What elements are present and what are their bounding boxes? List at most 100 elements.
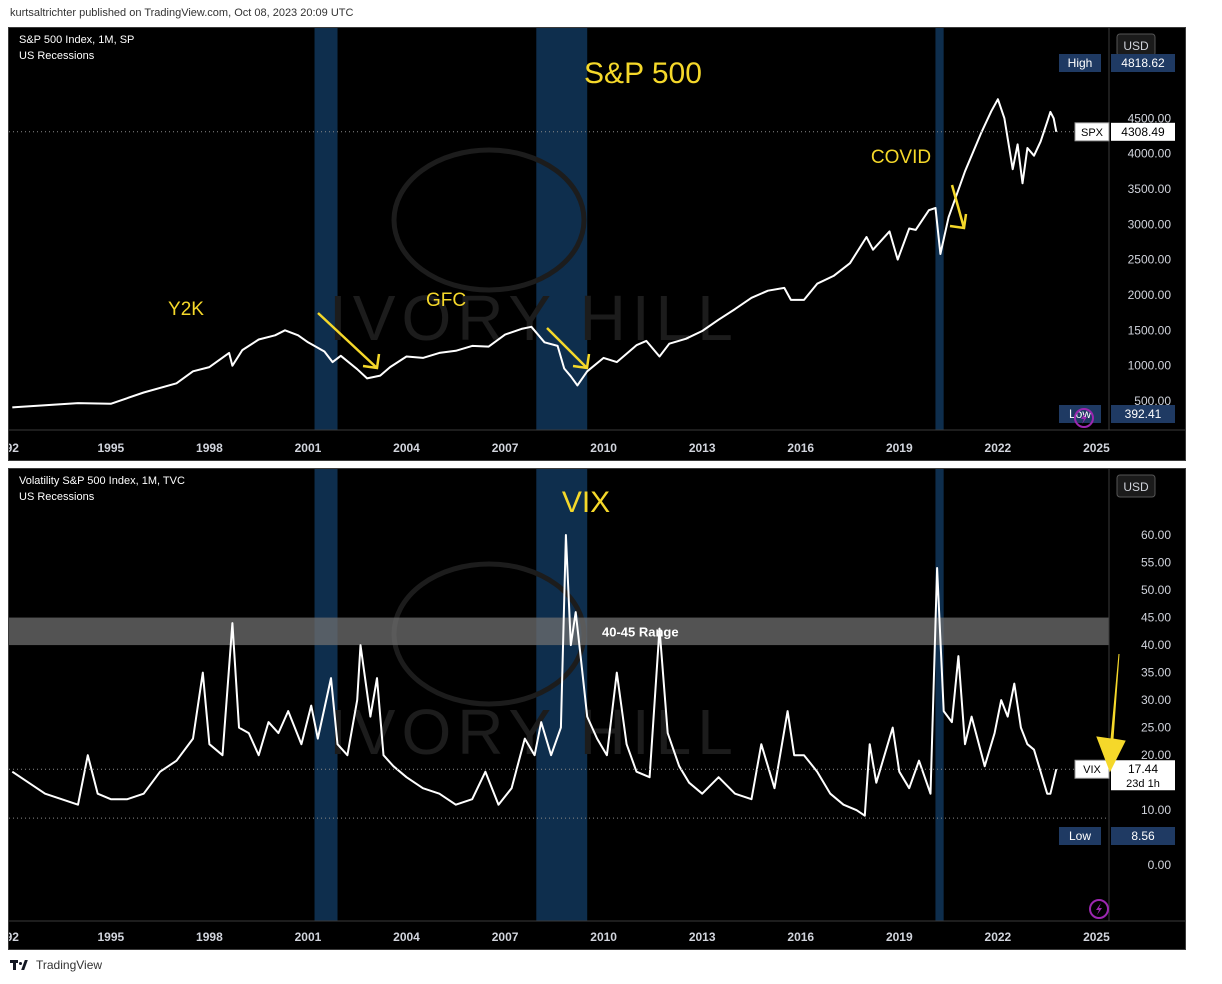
legend-recessions: US Recessions <box>19 50 95 62</box>
spx-chart: IVORY HILL 500.00 1000.00 1500.00 2000.00 250… <box>9 28 1185 455</box>
range-band <box>9 617 1109 646</box>
y-tick-label: 35.00 <box>1141 666 1171 680</box>
symbol-tag-label: SPX <box>1081 127 1104 139</box>
elephant-watermark-icon <box>391 147 587 293</box>
range-band-label: 40-45 Range <box>602 624 679 639</box>
currency-label: USD <box>1123 39 1149 53</box>
y-tick-label: 3000.00 <box>1128 217 1172 231</box>
x-tick-label: 2016 <box>787 441 814 455</box>
symbol-tag-label: VIX <box>1083 764 1101 776</box>
y-tick-label: 10.00 <box>1141 803 1171 817</box>
y-tick-label: 1500.00 <box>1128 323 1172 337</box>
x-tick-label: 1995 <box>97 441 124 455</box>
legend-symbol: S&P 500 Index, 1M, SP <box>19 34 134 46</box>
annotation-arrowhead <box>572 353 591 370</box>
currency-button <box>1116 474 1156 498</box>
x-tick-label: 92 <box>9 930 19 944</box>
annotation-big-arrow <box>1096 653 1126 773</box>
y-tick-label: 45.00 <box>1141 611 1171 625</box>
x-tick-label: 2016 <box>787 930 814 944</box>
y-tick-label: 40.00 <box>1141 638 1171 652</box>
last-price-tag <box>1111 122 1175 141</box>
footer-brand: TradingView <box>36 958 103 972</box>
last-price-tag <box>1111 760 1175 791</box>
chart-title: S&P 500 <box>584 57 702 90</box>
y-tick-label: 25.00 <box>1141 721 1171 735</box>
watermark-text: IVORY HILL <box>329 282 739 354</box>
symbol-tag <box>1074 122 1110 142</box>
annotation-label: GFC <box>426 290 466 311</box>
x-tick-label: 2025 <box>1083 930 1110 944</box>
high-label-box <box>1059 54 1101 72</box>
x-tick-label: 2001 <box>295 441 322 455</box>
recession-band <box>536 28 588 430</box>
x-tick-label: 2004 <box>393 441 420 455</box>
y-tick-label: 4000.00 <box>1128 147 1172 161</box>
low-label: Low <box>1069 829 1091 843</box>
tradingview-logo-icon <box>10 960 30 970</box>
lightning-icon <box>1074 408 1094 428</box>
x-tick-label: 2019 <box>886 930 913 944</box>
footer: TradingView <box>10 958 102 972</box>
recession-band <box>935 28 944 430</box>
lightning-bolt <box>1096 903 1102 915</box>
x-tick-label: 2022 <box>985 930 1012 944</box>
y-tick-label: 0.00 <box>1148 858 1172 872</box>
x-tick-label: 2004 <box>393 930 420 944</box>
annotation-arrowhead <box>362 353 381 370</box>
x-tick-label: 2010 <box>590 930 617 944</box>
y-tick-label: 2000.00 <box>1128 288 1172 302</box>
lightning-icon <box>1089 899 1109 919</box>
x-tick-label: 2019 <box>886 441 913 455</box>
low-value: 8.56 <box>1131 829 1155 843</box>
currency-label: USD <box>1123 480 1149 494</box>
high-value: 4818.62 <box>1121 56 1165 70</box>
chart-title: VIX <box>562 486 610 519</box>
annotation-label: Y2K <box>168 299 204 320</box>
lightning-bolt <box>1081 412 1087 424</box>
y-tick-label: 2500.00 <box>1128 253 1172 267</box>
y-tick-label: 30.00 <box>1141 693 1171 707</box>
y-tick-label: 20.00 <box>1141 748 1171 762</box>
low-label-box <box>1059 827 1101 845</box>
bar-countdown: 23d 1h <box>1126 778 1160 790</box>
x-tick-label: 2001 <box>295 930 322 944</box>
x-tick-label: 2022 <box>985 441 1012 455</box>
low-value-box <box>1111 827 1175 845</box>
annotation-arrow <box>317 312 378 369</box>
x-tick-label: 2007 <box>492 930 519 944</box>
recession-band <box>314 469 338 921</box>
x-tick-label: 2010 <box>590 441 617 455</box>
spx-chart-panel[interactable]: IVORY HILL 500.00 1000.00 1500.00 2000.00 250… <box>8 27 1186 461</box>
high-label: High <box>1068 56 1093 70</box>
y-tick-label: 60.00 <box>1141 528 1171 542</box>
price-line <box>11 534 1058 817</box>
x-tick-label: 2013 <box>689 441 716 455</box>
last-price-value: 4308.49 <box>1121 125 1165 139</box>
publish-info: kurtsaltrichter published on TradingView… <box>10 7 354 19</box>
legend-recessions: US Recessions <box>19 491 95 503</box>
low-label-box <box>1059 405 1101 423</box>
x-tick-label: 1998 <box>196 441 223 455</box>
x-tick-label: 1995 <box>97 930 124 944</box>
high-value-box <box>1111 54 1175 72</box>
y-tick-label: 50.00 <box>1141 583 1171 597</box>
low-value-box <box>1111 405 1175 423</box>
low-value: 392.41 <box>1125 407 1162 421</box>
y-tick-label: 500.00 <box>1134 394 1171 408</box>
x-tick-label: 2007 <box>492 441 519 455</box>
x-tick-label: 1998 <box>196 930 223 944</box>
x-tick-label: 2025 <box>1083 441 1110 455</box>
y-tick-label: 1000.00 <box>1128 359 1172 373</box>
y-tick-label: 55.00 <box>1141 556 1171 570</box>
annotation-arrowhead <box>949 213 968 230</box>
watermark-text: IVORY HILL <box>329 696 739 768</box>
y-tick-label: 3500.00 <box>1128 182 1172 196</box>
annotation-arrow <box>950 184 966 229</box>
x-tick-label: 92 <box>9 441 19 455</box>
price-line <box>12 98 1058 409</box>
recession-band <box>935 469 944 921</box>
annotation-label: COVID <box>871 147 931 168</box>
